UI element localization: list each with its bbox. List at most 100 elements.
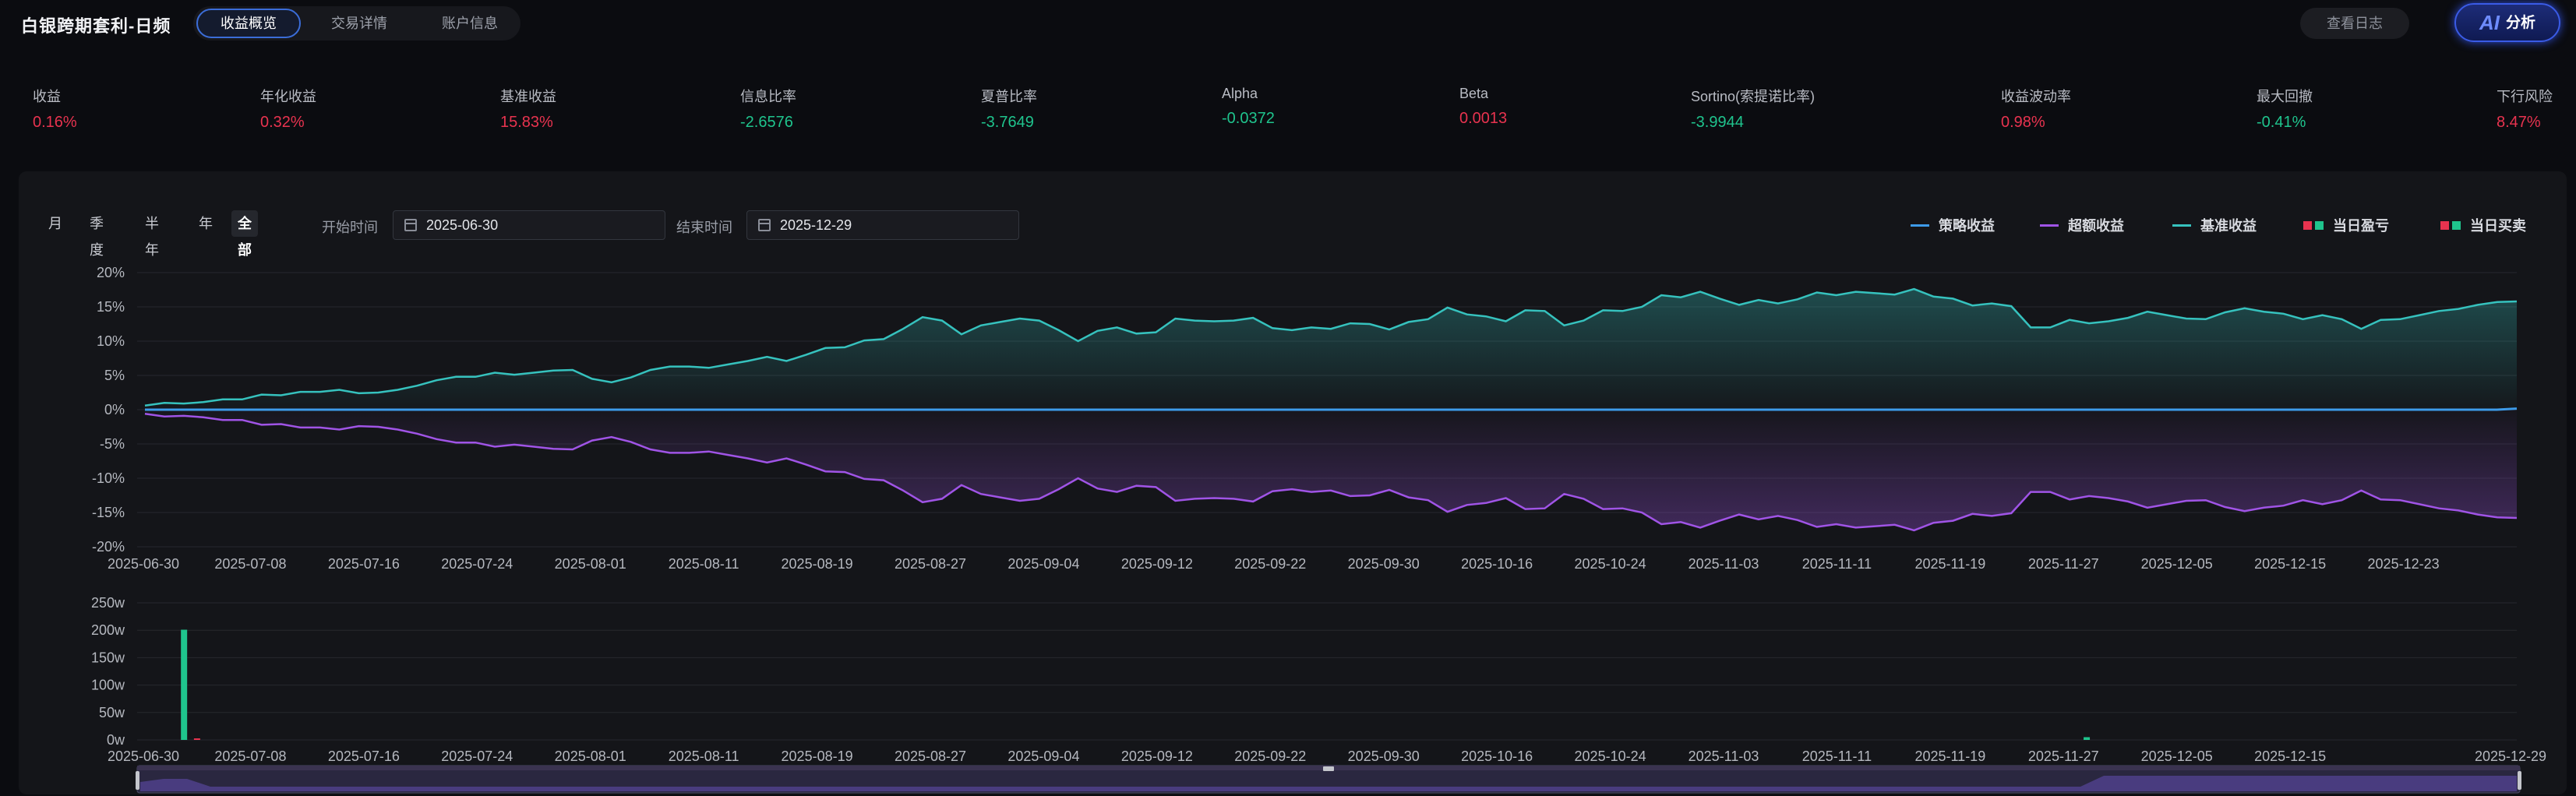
x-tick-label: 2025-10-16 — [1461, 748, 1533, 764]
series-line — [144, 287, 2518, 407]
zoom-slider-preview — [140, 776, 2517, 791]
tab-overview[interactable]: 收益概览 — [196, 9, 301, 38]
x-tick-label: 2025-09-22 — [1234, 556, 1306, 572]
metric-value: 8.47% — [2497, 114, 2541, 131]
legend-benchmark-return[interactable]: 基准收益 — [2172, 215, 2257, 235]
zoom-drag-handle[interactable] — [1323, 766, 1334, 771]
tab-trade-details[interactable]: 交易详情 — [331, 16, 387, 31]
x-tick-label: 2025-12-05 — [2141, 556, 2213, 572]
x-tick-label: 2025-08-01 — [555, 556, 626, 572]
metric-information-ratio: 信息比率 -2.6576 — [740, 86, 796, 132]
metric-label: 收益波动率 — [2001, 89, 2071, 104]
legend-square-icon — [2440, 221, 2449, 230]
x-tick-label: 2025-11-19 — [1914, 748, 1985, 764]
zoom-handle-left[interactable] — [136, 771, 139, 790]
legend-daily-pnl[interactable]: 当日盈亏 — [2303, 215, 2389, 235]
y-tick-label: -20% — [92, 539, 125, 555]
x-tick-label: 2025-09-30 — [1348, 556, 1420, 572]
metric-value: -0.41% — [2257, 114, 2306, 131]
legend-label: 当日买卖 — [2470, 218, 2526, 234]
metric-benchmark-return: 基准收益 15.83% — [500, 86, 556, 132]
x-tick-label: 2025-11-11 — [1802, 556, 1872, 572]
x-tick-label: 2025-08-11 — [669, 556, 739, 572]
metric-value: 0.16% — [33, 114, 77, 131]
metric-label: 基准收益 — [500, 89, 556, 104]
x-tick-label: 2025-09-04 — [1007, 556, 1079, 572]
legend-line-icon — [2172, 224, 2191, 227]
x-tick-label: 2025-10-24 — [1575, 556, 1646, 572]
volume-bar — [181, 629, 188, 740]
metric-value: -0.0372 — [1222, 110, 1275, 127]
y-tick-label: 100w — [91, 678, 125, 693]
x-tick-label: 2025-07-24 — [441, 748, 513, 764]
view-log-button[interactable]: 查看日志 — [2300, 8, 2409, 39]
y-tick-label: 20% — [97, 265, 125, 280]
x-tick-label: 2025-11-03 — [1689, 748, 1759, 764]
series-area — [145, 289, 2517, 410]
y-tick-label: 15% — [97, 299, 125, 315]
y-tick-label: 5% — [104, 368, 125, 383]
series-line — [145, 407, 2518, 411]
volume-bar — [2084, 737, 2091, 740]
tab-group: 收益概览 交易详情 账户信息 — [193, 6, 520, 41]
legend-strategy-return[interactable]: 策略收益 — [1911, 215, 1995, 235]
metric-value: -3.9944 — [1691, 114, 1744, 131]
zoom-handle-right[interactable] — [2518, 771, 2521, 790]
y-tick-label: 200w — [91, 622, 125, 638]
x-tick-label: 2025-08-01 — [555, 748, 626, 764]
metric-label: Beta — [1459, 86, 1489, 101]
period-year[interactable]: 年 — [199, 216, 213, 231]
metric-value: 0.98% — [2001, 114, 2045, 131]
x-tick-label: 2025-08-27 — [895, 748, 966, 764]
x-tick-label: 2025-08-27 — [895, 556, 966, 572]
metric-label: 年化收益 — [260, 89, 316, 104]
metric-annualized-return: 年化收益 0.32% — [260, 86, 316, 132]
x-tick-label: 2025-09-12 — [1121, 748, 1193, 764]
x-tick-label: 2025-08-19 — [782, 748, 853, 764]
legend-daily-trades[interactable]: 当日买卖 — [2440, 215, 2526, 235]
x-tick-label: 2025-06-30 — [108, 556, 179, 572]
tab-account-info[interactable]: 账户信息 — [442, 16, 498, 31]
legend-square-icon — [2452, 221, 2461, 230]
ai-icon: AI — [2479, 11, 2500, 34]
x-tick-label: 2025-10-16 — [1461, 556, 1533, 572]
y-tick-label: 10% — [97, 333, 125, 349]
legend-label: 策略收益 — [1939, 218, 1995, 234]
x-tick-label: 2025-12-15 — [2254, 748, 2326, 764]
period-all[interactable]: 全部 — [231, 210, 258, 258]
y-tick-label: 50w — [99, 705, 125, 720]
period-month[interactable]: 月 — [48, 216, 62, 231]
x-tick-label: 2025-11-27 — [2028, 748, 2099, 764]
series-area — [145, 410, 2517, 530]
legend-excess-return[interactable]: 超额收益 — [2040, 215, 2124, 235]
metric-value: 0.32% — [260, 114, 305, 131]
legend-label: 当日盈亏 — [2333, 218, 2389, 234]
metric-alpha: Alpha -0.0372 — [1222, 86, 1275, 128]
metric-label: 下行风险 — [2497, 89, 2553, 104]
y-tick-label: 250w — [91, 595, 125, 611]
y-tick-label: -15% — [92, 505, 125, 520]
x-tick-label: 2025-07-24 — [441, 556, 513, 572]
metric-return-volatility: 收益波动率 0.98% — [2001, 86, 2071, 132]
metric-value: -3.7649 — [981, 114, 1034, 131]
app-title: 白银跨期套利-日频 — [21, 16, 171, 36]
volume-bar — [193, 738, 200, 740]
metric-value: 15.83% — [500, 114, 553, 131]
calendar-icon — [758, 219, 771, 231]
x-tick-label: 2025-12-29 — [2475, 748, 2546, 764]
metric-value: 0.0013 — [1459, 110, 1508, 127]
y-tick-label: 0w — [107, 732, 125, 748]
metric-downside-risk: 下行风险 8.47% — [2497, 86, 2553, 132]
y-tick-label: 0% — [104, 402, 125, 417]
period-half-year[interactable]: 半年 — [145, 216, 159, 258]
x-tick-label: 2025-08-11 — [669, 748, 739, 764]
start-date-input[interactable]: 2025-06-30 — [393, 210, 665, 240]
x-tick-label: 2025-12-23 — [2368, 556, 2440, 572]
legend-label: 基准收益 — [2200, 218, 2257, 234]
ai-analysis-button[interactable]: AI 分析 — [2454, 3, 2560, 42]
period-quarter[interactable]: 季度 — [90, 216, 104, 258]
x-tick-label: 2025-11-19 — [1914, 556, 1985, 572]
end-date-input[interactable]: 2025-12-29 — [746, 210, 1019, 240]
end-date-label: 结束时间 — [676, 220, 732, 235]
